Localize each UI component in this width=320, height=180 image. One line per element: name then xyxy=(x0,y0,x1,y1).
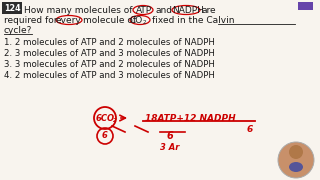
Ellipse shape xyxy=(289,162,303,172)
Text: 6: 6 xyxy=(167,131,173,141)
Text: required for: required for xyxy=(4,15,58,24)
FancyBboxPatch shape xyxy=(298,2,313,10)
Text: 1. 2 molecules of ATP and 2 molecules of NADPH: 1. 2 molecules of ATP and 2 molecules of… xyxy=(4,37,215,46)
Text: 2. 3 molecules of ATP and 3 molecules of NADPH: 2. 3 molecules of ATP and 3 molecules of… xyxy=(4,48,215,57)
Text: CO: CO xyxy=(130,15,143,24)
Circle shape xyxy=(289,145,303,159)
Text: 3. 3 molecules of ATP and 2 molecules of NADPH: 3. 3 molecules of ATP and 2 molecules of… xyxy=(4,60,215,69)
Text: every: every xyxy=(56,15,82,24)
Text: ATP: ATP xyxy=(136,6,152,15)
Text: are: are xyxy=(202,6,217,15)
FancyBboxPatch shape xyxy=(2,2,22,14)
Text: molecule of: molecule of xyxy=(83,15,136,24)
Text: 6CO: 6CO xyxy=(95,114,115,123)
Text: 18ATP+12 NADPH: 18ATP+12 NADPH xyxy=(145,114,236,123)
Text: 124: 124 xyxy=(4,4,20,13)
Circle shape xyxy=(278,142,314,178)
Text: cycle?: cycle? xyxy=(4,26,32,35)
Text: 4. 2 molecules of ATP and 3 molecules of NADPH: 4. 2 molecules of ATP and 3 molecules of… xyxy=(4,71,215,80)
Text: 6: 6 xyxy=(247,125,253,134)
Text: and: and xyxy=(155,6,172,15)
Text: How many molecules of: How many molecules of xyxy=(24,6,132,15)
Text: 6: 6 xyxy=(102,132,108,141)
Text: fixed in the Calvin: fixed in the Calvin xyxy=(152,15,235,24)
Text: 3 Ar: 3 Ar xyxy=(160,143,180,152)
Text: NADPH: NADPH xyxy=(172,6,204,15)
Text: 2: 2 xyxy=(113,118,117,123)
Text: 2: 2 xyxy=(143,20,147,25)
